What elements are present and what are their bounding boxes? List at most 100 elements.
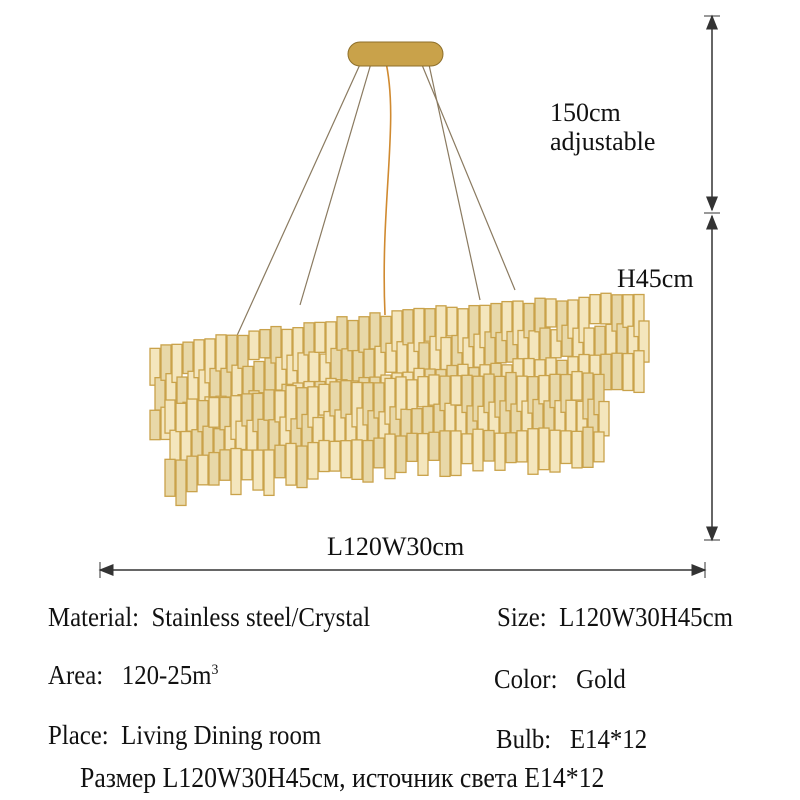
crystal-prism xyxy=(253,360,265,395)
crystal-prism xyxy=(549,429,561,473)
crystal-prism xyxy=(358,316,370,353)
crystal-prism xyxy=(611,352,623,391)
crystal-prism xyxy=(439,430,451,478)
crystal-prism xyxy=(318,439,330,473)
crystal-prism xyxy=(259,328,271,359)
crystal-prism xyxy=(417,432,429,476)
crystal-prism xyxy=(296,445,308,489)
crystal-prism xyxy=(600,353,612,391)
crystal-prism xyxy=(600,292,612,325)
crystal-prism xyxy=(149,409,161,441)
spec-size: Size: L120W30H45cm xyxy=(497,604,733,631)
crystal-prism xyxy=(219,449,231,481)
spec-material: Material: Stainless steel/Crystal xyxy=(48,604,370,631)
crystal-prism xyxy=(561,324,573,357)
spec-superscript: 3 xyxy=(211,662,219,678)
crystal-prism xyxy=(428,374,440,406)
dimension-lines xyxy=(98,14,720,578)
spec-place: Place: Living Dining room xyxy=(48,722,321,749)
crystal-prism xyxy=(351,439,363,481)
spec-label: Place: xyxy=(48,720,109,750)
crystal-prism xyxy=(598,400,610,437)
crystal-prism xyxy=(219,396,231,431)
crystal-prism xyxy=(362,439,374,483)
crystal-prism xyxy=(384,433,396,480)
crystal-prism xyxy=(241,449,253,481)
spec-value: Stainless steel/Crystal xyxy=(151,602,371,632)
crystal-prism xyxy=(175,459,187,507)
crystal-prism xyxy=(417,376,429,408)
crystal-prism xyxy=(582,426,594,468)
ceiling-canopy xyxy=(347,41,444,67)
crystal-prism xyxy=(633,350,645,394)
chandelier-wires xyxy=(234,57,516,341)
crystal-prism xyxy=(307,441,319,480)
crystal-body xyxy=(149,292,650,507)
spec-color: Color: Gold xyxy=(494,666,626,693)
crystal-prism xyxy=(314,321,326,353)
crystal-prism xyxy=(589,293,601,325)
crystal-prism xyxy=(186,455,198,493)
crystal-prism xyxy=(545,298,557,328)
spec-value: Gold xyxy=(576,664,626,694)
cable-adjustable-label: adjustable xyxy=(550,127,656,156)
russian-caption: Размер L120W30H45см, источник света E14*… xyxy=(80,763,605,794)
cable-length-label: 150cm xyxy=(550,98,621,127)
crystal-prism xyxy=(175,402,187,433)
crystal-prism xyxy=(340,380,352,419)
crystal-prism xyxy=(622,294,634,328)
crystal-prism xyxy=(308,351,320,384)
crystal-prism xyxy=(395,435,407,474)
crystal-prism xyxy=(208,451,220,486)
height-label: H45cm xyxy=(617,264,694,293)
crystal-prism xyxy=(347,319,359,352)
crystal-prism xyxy=(164,399,176,434)
crystal-prism xyxy=(527,428,539,475)
spec-value: L120W30H45cm xyxy=(559,602,733,632)
crystal-prism xyxy=(406,432,418,463)
crystal-prism xyxy=(285,442,297,486)
crystal-prism xyxy=(446,306,458,337)
crystal-prism xyxy=(274,444,286,479)
crystal-prism xyxy=(538,374,550,405)
crystal-prism xyxy=(318,383,330,416)
crystal-prism xyxy=(593,431,605,463)
crystal-prism xyxy=(237,334,249,369)
crystal-prism xyxy=(402,309,414,346)
spec-value: 120-25m xyxy=(121,660,212,690)
spec-label: Material: xyxy=(48,602,140,632)
crystal-prism xyxy=(385,342,397,373)
crystal-prism xyxy=(182,341,194,375)
crystal-prism xyxy=(450,375,462,406)
crystal-prism xyxy=(450,430,462,477)
spec-label: Bulb: xyxy=(496,724,552,754)
crystal-prism xyxy=(252,449,264,491)
spec-bulb: Bulb: E14*12 xyxy=(496,726,647,753)
crystal-prism xyxy=(164,458,176,497)
crystal-prism xyxy=(494,432,506,471)
crystal-prism xyxy=(369,312,381,350)
crystal-prism xyxy=(373,437,385,469)
length-width-label: L120W30cm xyxy=(327,532,465,561)
crystal-prism xyxy=(176,376,188,407)
crystal-prism xyxy=(336,316,348,351)
crystal-prism xyxy=(505,432,517,464)
crystal-prism xyxy=(472,428,484,472)
crystal-prism xyxy=(560,430,572,465)
crystal-prism xyxy=(571,430,583,469)
crystal-prism xyxy=(230,447,242,496)
spec-area: Area: 120-25m3 xyxy=(48,662,218,689)
crystal-prism xyxy=(406,379,418,411)
crystal-prism xyxy=(340,440,352,479)
spec-value: Living Dining room xyxy=(121,720,322,750)
crystal-prism xyxy=(197,454,209,486)
crystal-prism xyxy=(186,398,198,432)
crystal-prism xyxy=(534,297,546,333)
spec-label: Color: xyxy=(494,664,558,694)
crystal-prism xyxy=(461,433,473,465)
crystal-prism xyxy=(483,429,495,462)
spec-label: Area: xyxy=(48,660,104,690)
crystal-prism xyxy=(428,431,440,461)
crystal-prism xyxy=(154,377,166,411)
